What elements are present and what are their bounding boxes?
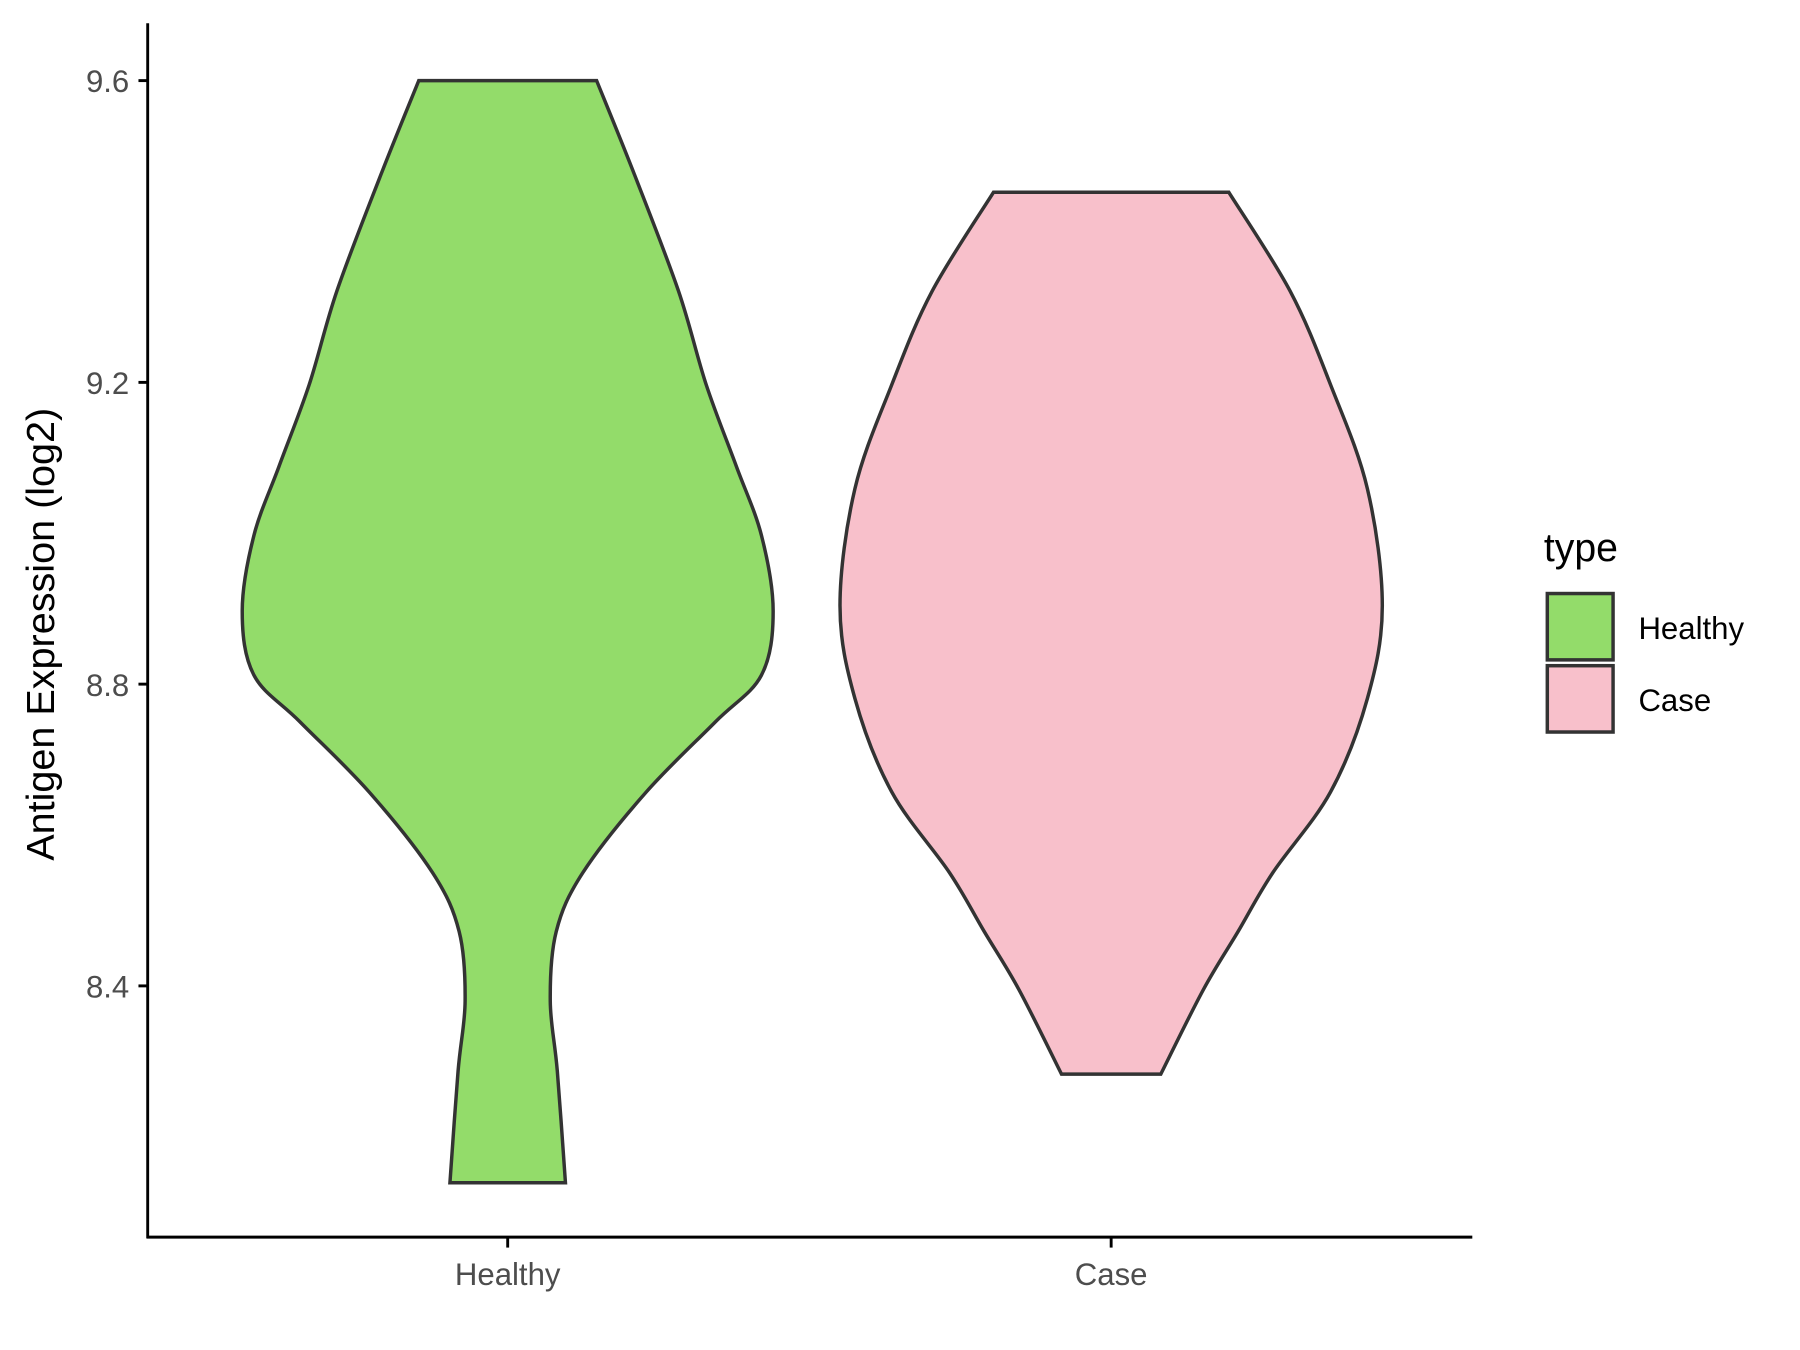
y-axis-label: Antigen Expression (log2) [19, 408, 63, 861]
x-tick-label: Healthy [455, 1257, 561, 1292]
y-tick-label: 9.2 [86, 366, 129, 401]
violin-case [838, 190, 1385, 1076]
x-tick-label: Case [1075, 1257, 1148, 1292]
y-ticks: 8.4 8.8 9.2 9.6 [86, 64, 148, 1005]
y-tick-label: 8.8 [86, 668, 129, 703]
legend-key-case [1545, 663, 1615, 734]
y-tick-label: 8.4 [86, 969, 129, 1004]
violins [240, 78, 1385, 1185]
y-tick-label: 9.6 [86, 64, 129, 99]
legend-label: Healthy [1638, 611, 1744, 646]
legend-key-healthy [1545, 591, 1615, 662]
violin-healthy [240, 78, 775, 1185]
x-ticks: Healthy Case [455, 1237, 1148, 1292]
legend-label: Case [1638, 683, 1711, 718]
legend: type Healthy Case [1544, 526, 1744, 734]
legend-title: type [1544, 526, 1618, 570]
